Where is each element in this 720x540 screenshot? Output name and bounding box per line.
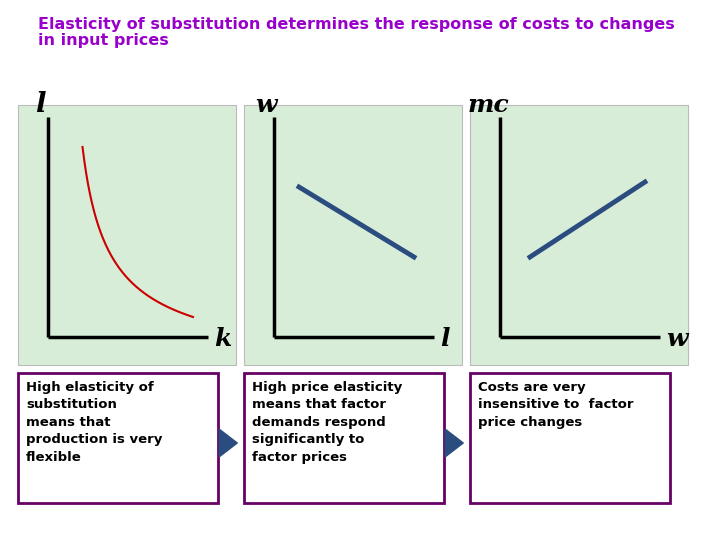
Text: in input prices: in input prices bbox=[38, 33, 168, 48]
Text: l: l bbox=[440, 327, 449, 351]
Text: Elasticity of substitution determines the response of costs to changes: Elasticity of substitution determines th… bbox=[38, 17, 675, 32]
FancyBboxPatch shape bbox=[18, 105, 236, 365]
FancyArrowPatch shape bbox=[445, 429, 463, 457]
FancyBboxPatch shape bbox=[244, 373, 444, 503]
FancyBboxPatch shape bbox=[18, 373, 218, 503]
Text: k: k bbox=[214, 327, 231, 351]
FancyBboxPatch shape bbox=[244, 105, 462, 365]
Text: l: l bbox=[35, 91, 45, 118]
FancyBboxPatch shape bbox=[470, 105, 688, 365]
Text: w: w bbox=[256, 93, 276, 117]
FancyBboxPatch shape bbox=[470, 373, 670, 503]
FancyArrowPatch shape bbox=[219, 429, 237, 457]
Text: High elasticity of
substitution
means that
production is very
flexible: High elasticity of substitution means th… bbox=[26, 381, 163, 464]
Text: mc: mc bbox=[467, 93, 509, 117]
Text: Costs are very
insensitive to  factor
price changes: Costs are very insensitive to factor pri… bbox=[478, 381, 634, 429]
Text: High price elasticity
means that factor
demands respond
significantly to
factor : High price elasticity means that factor … bbox=[252, 381, 402, 464]
Text: w: w bbox=[666, 327, 688, 351]
